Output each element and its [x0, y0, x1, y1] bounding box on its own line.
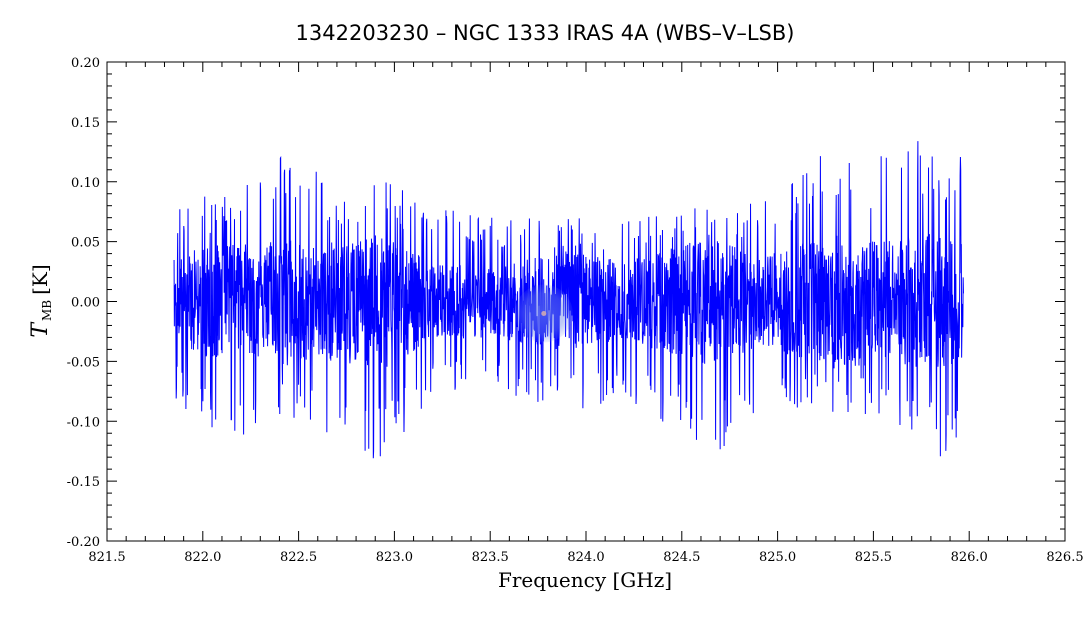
y-axis-symbol: T [28, 321, 53, 338]
y-tick-label: -0.15 [67, 475, 100, 490]
x-tick-label: 822.0 [184, 550, 221, 565]
x-tick-label: 824.0 [567, 550, 604, 565]
spectrum-series-line [173, 141, 964, 459]
x-tick-label: 825.5 [855, 550, 892, 565]
x-tick-label: 825.0 [759, 550, 796, 565]
y-tick-label: 0.15 [71, 116, 100, 131]
x-tick-label: 826.5 [1046, 550, 1083, 565]
y-tick-label: 0.00 [71, 296, 100, 311]
y-tick-label: -0.10 [67, 415, 100, 430]
x-tick-label: 821.5 [88, 550, 125, 565]
overlay-marker-center [541, 311, 547, 316]
x-tick-label: 826.0 [951, 550, 988, 565]
y-tick-label: -0.05 [67, 355, 100, 370]
y-axis-title: TMB [K] [28, 264, 54, 337]
y-tick-label: 0.20 [71, 56, 100, 71]
y-axis-unit: [K] [28, 264, 52, 295]
y-tick-label: 0.05 [71, 236, 100, 251]
x-tick-label: 823.5 [472, 550, 509, 565]
x-tick-label: 824.5 [663, 550, 700, 565]
x-tick-label: 822.5 [280, 550, 317, 565]
axes-layer: 821.5 822.0 822.5 823.0 823.5 824.0 824.5 825.0… [67, 56, 1084, 565]
overlay-marker-layer [514, 284, 573, 343]
y-axis-subscript: MB [40, 300, 54, 321]
x-axis-title: Frequency [GHz] [498, 568, 672, 592]
plot-area [173, 141, 964, 459]
chart-title: 1342203230 – NGC 1333 IRAS 4A (WBS–V–LSB… [296, 21, 795, 45]
y-tick-label: 0.10 [71, 176, 100, 191]
y-tick-label: -0.20 [67, 535, 100, 550]
y-axis-title-text: TMB [K] [28, 264, 54, 337]
x-tick-label: 823.0 [376, 550, 413, 565]
